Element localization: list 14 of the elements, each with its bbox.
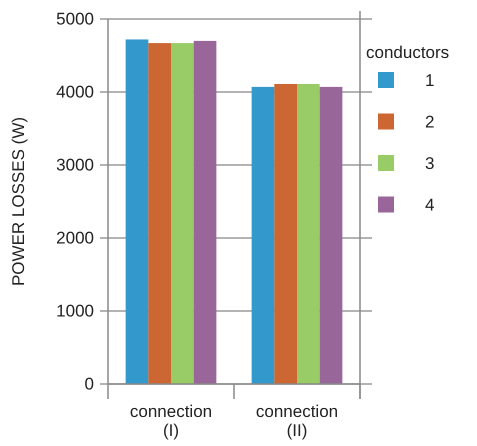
legend-label: 3 [425, 154, 434, 173]
y-tick-label: 2000 [56, 228, 94, 248]
y-tick-label: 5000 [56, 9, 94, 28]
y-tick-label: 1000 [56, 301, 94, 320]
legend-label: 2 [425, 112, 434, 132]
y-tick-label: 0 [84, 374, 94, 394]
y-tick-label: 3000 [56, 155, 94, 174]
x-tick-label: connection (I) [130, 402, 212, 440]
legend-label: 1 [425, 71, 434, 90]
legend-title: conductors [366, 43, 450, 62]
y-tick-label: 4000 [56, 82, 94, 102]
legend-label: 4 [425, 196, 434, 214]
x-tick-label: connection (II) [256, 402, 338, 440]
y-axis-title: POWER LOSSES (W) [9, 116, 28, 286]
